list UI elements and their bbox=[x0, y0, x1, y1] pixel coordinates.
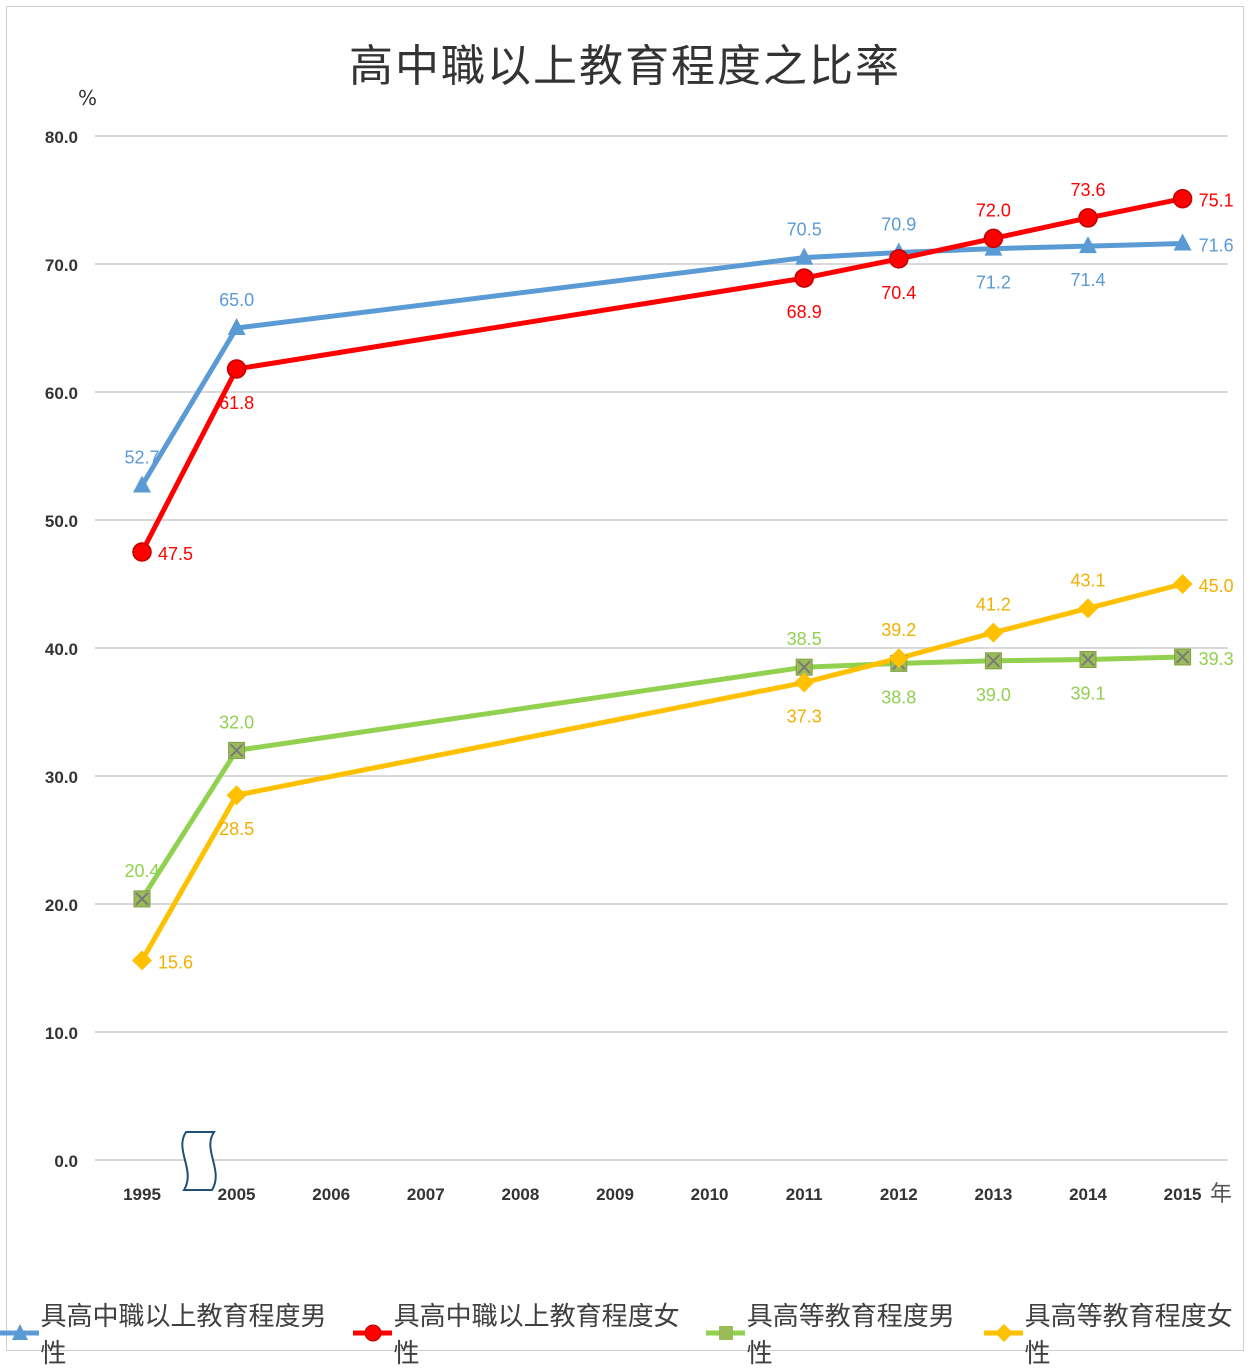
data-label: 73.6 bbox=[1070, 180, 1105, 200]
y-tick-label: 30.0 bbox=[45, 768, 78, 787]
data-label: 47.5 bbox=[158, 544, 193, 564]
x-tick-label: 1995 bbox=[123, 1185, 161, 1204]
y-tick-label: 0.0 bbox=[54, 1152, 78, 1171]
x-tick-label: 2009 bbox=[596, 1185, 634, 1204]
data-point-circle bbox=[1172, 188, 1193, 209]
data-label: 39.3 bbox=[1199, 649, 1234, 669]
chart-legend: 具高中職以上教育程度男性 具高中職以上教育程度女性 具高等教育程度男性 具高等教育程度… bbox=[0, 1296, 1250, 1370]
data-label: 68.9 bbox=[787, 302, 822, 322]
data-label: 70.9 bbox=[881, 214, 916, 234]
data-label: 28.5 bbox=[219, 819, 254, 839]
x-tick-label: 2010 bbox=[691, 1185, 729, 1204]
data-label: 71.6 bbox=[1199, 236, 1234, 256]
data-label: 71.2 bbox=[976, 273, 1011, 293]
data-label: 52.7 bbox=[124, 447, 159, 467]
data-point-triangle bbox=[227, 318, 246, 335]
data-label: 65.0 bbox=[219, 290, 254, 310]
y-tick-label: 80.0 bbox=[45, 128, 78, 147]
x-tick-label: 2007 bbox=[407, 1185, 445, 1204]
x-tick-label: 2011 bbox=[786, 1185, 823, 1204]
data-point-circle bbox=[983, 228, 1004, 249]
legend-item: 具高等教育程度男性 bbox=[706, 1296, 972, 1370]
data-label: 37.3 bbox=[787, 707, 822, 727]
chart-title: 高中職以上教育程度之比率 bbox=[349, 41, 901, 92]
legend-swatch-icon bbox=[984, 1324, 1023, 1342]
series-line bbox=[139, 196, 1184, 554]
data-point-triangle bbox=[1079, 236, 1097, 254]
y-tick-label: 50.0 bbox=[45, 512, 78, 531]
data-point-diamond bbox=[226, 785, 247, 806]
data-label: 39.2 bbox=[881, 620, 916, 640]
y-axis-unit-label: % bbox=[78, 86, 98, 110]
x-tick-label: 2014 bbox=[1069, 1185, 1107, 1204]
data-point-circle bbox=[889, 249, 909, 269]
data-label: 41.2 bbox=[976, 595, 1011, 615]
data-point-triangle bbox=[133, 475, 151, 493]
legend-label: 具高等教育程度女性 bbox=[1024, 1302, 1233, 1369]
legend-swatch-icon bbox=[0, 1324, 39, 1340]
data-point-diamond bbox=[794, 672, 815, 693]
series-line bbox=[139, 654, 1183, 901]
data-point-diamond bbox=[132, 950, 152, 971]
legend-item: 具高中職以上教育程度男性 bbox=[0, 1296, 341, 1370]
data-point-square-x bbox=[228, 741, 246, 759]
data-point-diamond bbox=[983, 622, 1004, 643]
data-label: 45.0 bbox=[1199, 576, 1234, 596]
data-label: 38.8 bbox=[881, 687, 916, 707]
legend-swatch-icon bbox=[706, 1326, 745, 1340]
data-label: 39.1 bbox=[1070, 684, 1105, 704]
data-label: 43.1 bbox=[1070, 570, 1105, 590]
legend-label: 具高等教育程度男性 bbox=[746, 1302, 955, 1369]
data-point-triangle bbox=[1173, 233, 1192, 251]
series-line bbox=[139, 241, 1183, 487]
x-tick-label: 2012 bbox=[880, 1185, 918, 1204]
data-label: 71.4 bbox=[1070, 270, 1105, 290]
data-point-diamond bbox=[1172, 574, 1193, 594]
data-label: 20.4 bbox=[124, 861, 159, 881]
data-point-diamond bbox=[1078, 598, 1098, 619]
data-label: 38.5 bbox=[787, 629, 822, 649]
y-tick-label: 40.0 bbox=[45, 640, 78, 659]
data-point-square-x bbox=[984, 652, 1002, 670]
y-tick-label: 60.0 bbox=[45, 384, 78, 403]
x-axis-unit-label: 年 bbox=[1210, 1182, 1233, 1207]
y-tick-label: 20.0 bbox=[45, 896, 78, 915]
legend-item: 具高中職以上教育程度女性 bbox=[353, 1296, 694, 1370]
data-label: 39.0 bbox=[976, 685, 1011, 705]
data-point-triangle bbox=[795, 247, 814, 265]
data-point-circle bbox=[1078, 208, 1098, 228]
axis-break-icon bbox=[181, 1131, 217, 1191]
data-point-square-x bbox=[133, 890, 151, 908]
data-label: 70.4 bbox=[881, 283, 916, 303]
data-label: 70.5 bbox=[787, 220, 822, 240]
data-label: 32.0 bbox=[219, 712, 254, 732]
data-point-square-x bbox=[1079, 651, 1097, 669]
data-point-circle bbox=[132, 542, 152, 562]
legend-label: 具高中職以上教育程度男性 bbox=[40, 1302, 327, 1369]
x-tick-label: 2008 bbox=[501, 1185, 539, 1204]
legend-swatch-icon bbox=[353, 1324, 392, 1342]
x-tick-label: 2005 bbox=[218, 1185, 256, 1204]
data-label: 75.1 bbox=[1199, 191, 1234, 211]
x-tick-label: 2013 bbox=[974, 1185, 1012, 1204]
x-tick-label: 2015 bbox=[1164, 1185, 1202, 1204]
y-tick-label: 10.0 bbox=[45, 1024, 78, 1043]
legend-item: 具高等教育程度女性 bbox=[984, 1296, 1250, 1370]
legend-label: 具高中職以上教育程度女性 bbox=[393, 1302, 680, 1369]
x-tick-label: 2006 bbox=[312, 1185, 350, 1204]
data-point-square-x bbox=[1174, 648, 1192, 666]
data-point-circle bbox=[794, 268, 814, 288]
data-label: 15.6 bbox=[158, 952, 193, 972]
y-tick-label: 70.0 bbox=[45, 256, 78, 275]
data-label: 72.0 bbox=[976, 200, 1011, 220]
data-point-diamond bbox=[888, 648, 909, 669]
data-point-circle bbox=[226, 359, 247, 379]
data-label: 61.8 bbox=[219, 393, 254, 413]
